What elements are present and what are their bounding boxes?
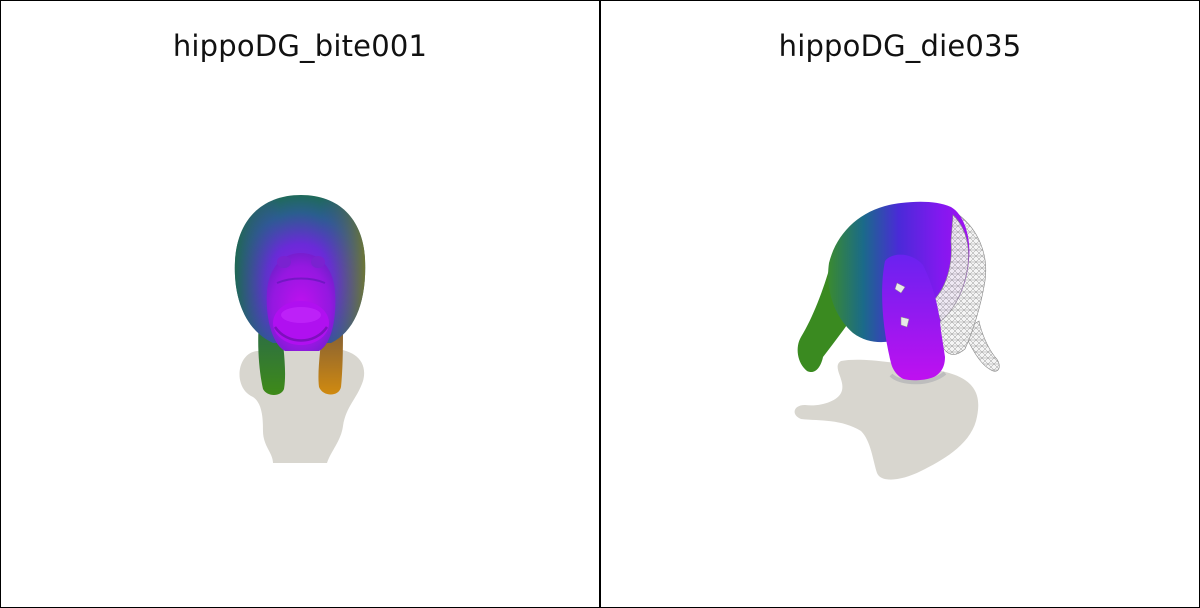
hippo-bite-render xyxy=(1,1,600,608)
right-render-panel: hippoDG_die035 xyxy=(600,0,1200,608)
ground-shadow xyxy=(240,349,365,463)
ground-shadow xyxy=(795,360,979,480)
hippo-die-render xyxy=(601,1,1200,608)
left-render-panel: hippoDG_bite001 xyxy=(0,0,600,608)
